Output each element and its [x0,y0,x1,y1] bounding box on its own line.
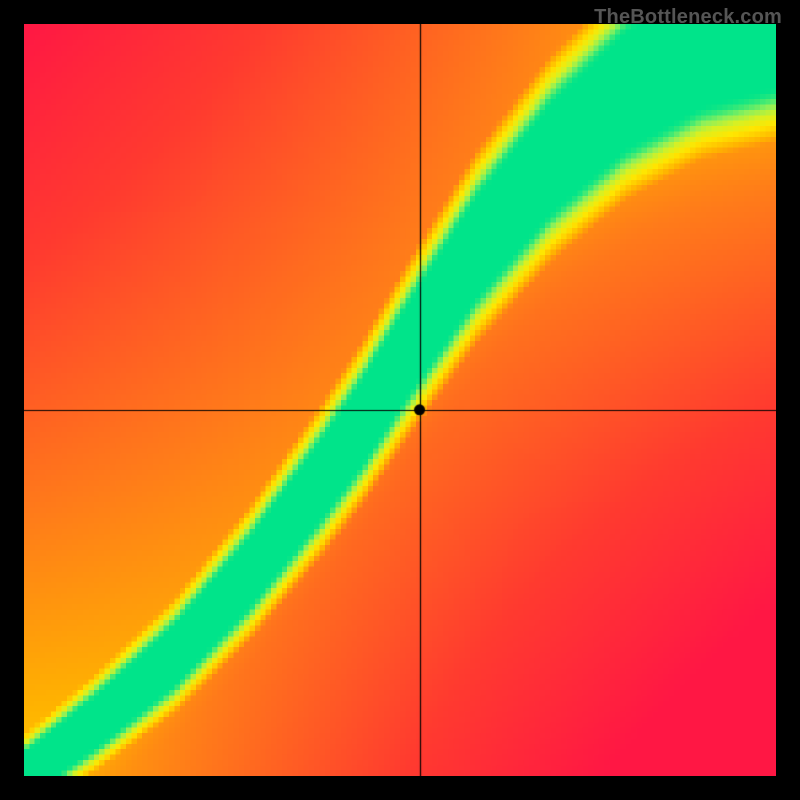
crosshair-overlay [24,24,776,776]
chart-container: TheBottleneck.com [0,0,800,800]
watermark-text: TheBottleneck.com [594,6,782,29]
